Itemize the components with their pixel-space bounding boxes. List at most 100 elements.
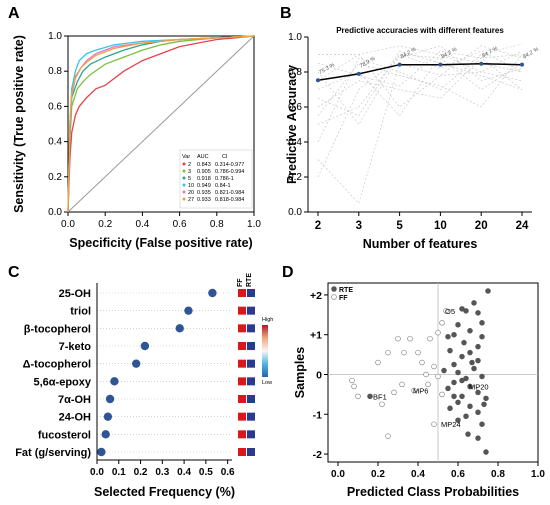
accuracy-data-label: 75.3 % <box>318 62 336 76</box>
background-trace <box>317 50 523 126</box>
x-tick-label: 5 <box>396 220 403 232</box>
frequency-point <box>105 394 115 404</box>
panel-label-b: B <box>280 5 292 22</box>
frequency-point <box>110 377 119 386</box>
x-tick-label: 0.1 <box>112 467 126 478</box>
background-trace <box>317 45 523 108</box>
legend-var: 20 <box>188 190 194 196</box>
y-tick-label: -2 <box>313 449 322 461</box>
heatmap-cell <box>238 395 246 403</box>
rte-sample-point <box>459 393 465 400</box>
rte-sample-point <box>483 449 489 455</box>
x-tick-label: 0.4 <box>411 469 425 480</box>
accuracy-data-label: 84.7 % <box>481 46 499 60</box>
heatmap-cell <box>238 306 246 315</box>
rte-sample-point <box>485 288 491 294</box>
rte-sample-point <box>467 403 473 410</box>
frequency-point <box>103 412 113 421</box>
frequency-point <box>131 359 141 368</box>
chart-title: Predictive accuracies with different fea… <box>336 26 504 35</box>
x-axis-label: Selected Frequency (%) <box>94 485 235 499</box>
x-tick-label: 20 <box>475 220 488 232</box>
accuracy-point <box>438 62 443 67</box>
ff-sample-point <box>411 387 417 394</box>
frequency-point <box>175 324 184 333</box>
x-tick-label: 0.4 <box>177 467 191 478</box>
legend-header: AUC <box>197 154 209 160</box>
ff-sample-point <box>385 433 391 439</box>
category-label: Fat (g/serving) <box>15 447 91 459</box>
accuracy-data-label: 84.2 % <box>440 47 458 61</box>
heatmap-cell <box>247 289 255 297</box>
legend-var: 5 <box>188 176 191 182</box>
x-axis-label: Specificity (False positive rate) <box>69 236 252 250</box>
heatmap-cell <box>238 412 246 421</box>
y-tick-label: 0.2 <box>48 172 62 183</box>
rte-sample-point <box>459 353 465 360</box>
roc-curve-2 <box>67 35 255 213</box>
background-trace <box>317 50 523 117</box>
legend-auc: 0.933 <box>197 197 211 203</box>
x-tick-label: 0.5 <box>199 467 213 478</box>
frequency-point <box>140 341 150 351</box>
accuracy-point <box>520 62 524 67</box>
background-trace <box>317 45 523 178</box>
rte-sample-point <box>479 373 485 380</box>
roc-curve-5 <box>67 35 255 213</box>
category-label: 5,6α-epoxy <box>33 376 91 388</box>
category-label: 24-OH <box>59 412 91 424</box>
heatmap-column-label: RTE <box>246 273 253 287</box>
ff-sample-point <box>351 383 357 390</box>
rte-sample-point <box>463 308 469 314</box>
rte-sample-point <box>451 361 457 368</box>
x-tick-label: 0.6 <box>221 467 235 478</box>
heatmap-column-label: FF <box>237 278 244 287</box>
ff-sample-point <box>379 401 385 408</box>
x-tick-label: 0.0 <box>90 467 104 478</box>
x-tick-label: 0.4 <box>135 219 149 230</box>
diagonal-reference-line <box>67 35 255 213</box>
plot-frame <box>327 282 539 463</box>
x-tick-label: 10 <box>434 220 447 232</box>
ff-sample-point <box>415 349 421 356</box>
roc-curve-20 <box>67 35 255 213</box>
heatmap-cell <box>238 324 246 333</box>
legend-marker-2 <box>182 162 186 166</box>
y-tick-label: 0.4 <box>288 137 302 148</box>
y-tick-label: 0.0 <box>48 207 62 218</box>
x-tick-label: 0.2 <box>134 467 148 478</box>
x-tick-label: 1.0 <box>247 219 261 230</box>
y-tick-label: +2 <box>310 290 322 302</box>
ff-sample-point <box>419 359 425 366</box>
legend-header: Var <box>182 154 190 160</box>
legend-marker-5 <box>182 176 186 180</box>
panel-label-c: C <box>8 264 20 281</box>
legend-ci: 0.786-1 <box>215 176 234 182</box>
ff-sample-point <box>395 335 401 342</box>
rte-sample-point <box>467 349 473 356</box>
ff-sample-point <box>407 335 413 342</box>
accuracy-data-label: 84.2 % <box>522 47 540 61</box>
rte-sample-point <box>441 367 447 374</box>
heatmap-cell <box>247 412 255 421</box>
ff-sample-point <box>439 320 445 326</box>
heatmap-cell <box>238 359 246 368</box>
y-tick-label: 0.6 <box>288 102 302 113</box>
sample-annotation: MP6 <box>413 386 428 395</box>
accuracy-line <box>317 63 523 81</box>
heatmap-cell <box>247 448 255 456</box>
background-trace <box>317 54 523 116</box>
x-tick-label: 2 <box>315 220 321 232</box>
ff-sample-point <box>385 349 391 356</box>
legend-var: 3 <box>188 169 191 175</box>
y-axis-label: Samples <box>293 347 307 398</box>
ff-sample-point <box>401 349 407 356</box>
sample-annotation: MP24 <box>441 420 461 429</box>
legend-var: 2 <box>188 162 191 168</box>
heatmap-cell <box>238 377 246 386</box>
heatmap-cell <box>247 430 255 439</box>
rte-sample-point <box>455 417 461 423</box>
rte-sample-point <box>483 395 489 402</box>
